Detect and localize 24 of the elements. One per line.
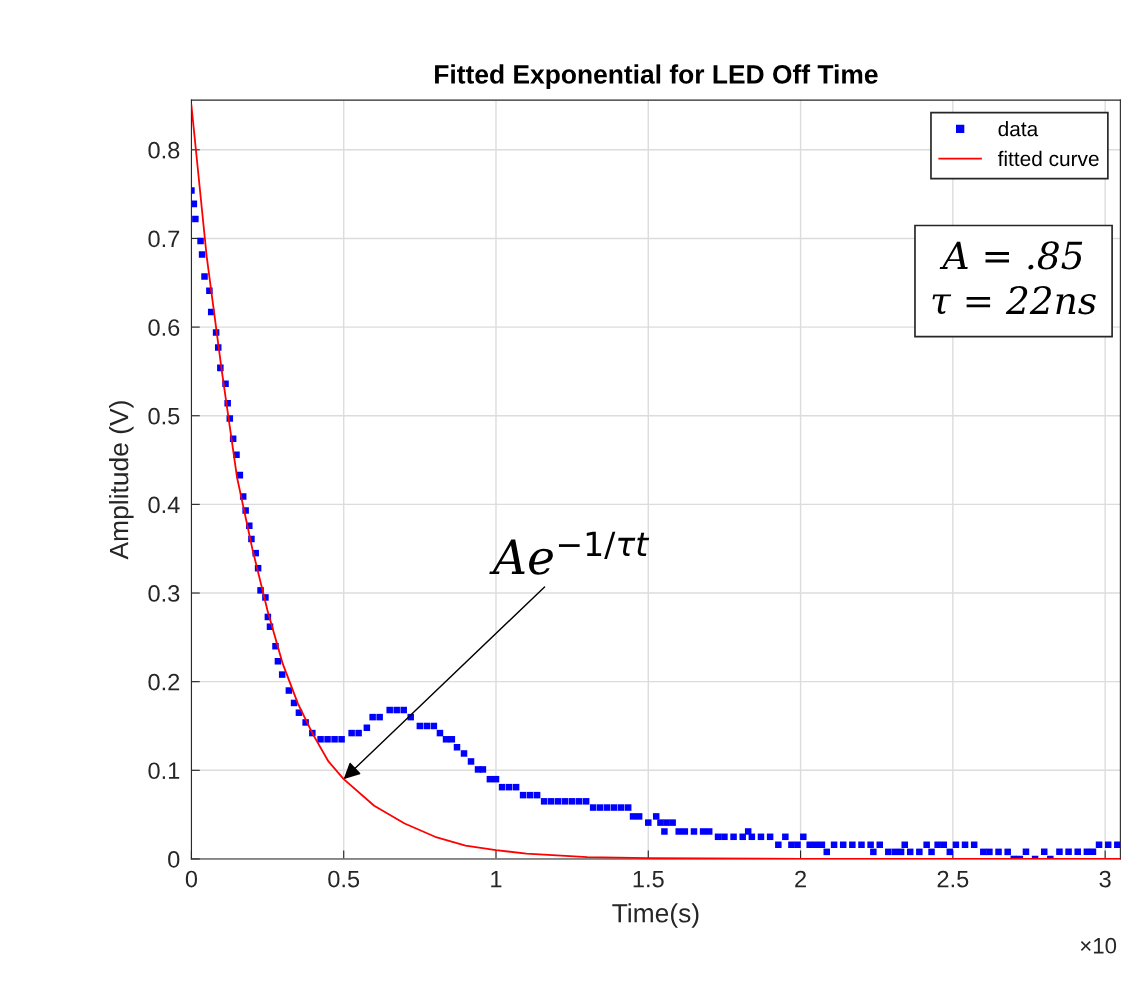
x-tick-label: 1.5 — [633, 870, 664, 888]
y-tick-label: 0.6 — [148, 319, 180, 336]
y-tick-label: 0.5 — [148, 407, 180, 425]
x-tick-label: 2.5 — [937, 870, 969, 888]
x-tick-label: 2 — [795, 870, 806, 888]
y-tick-label: 0.4 — [148, 496, 180, 514]
chart-title: Fitted Exponential for LED Off Time — [435, 64, 878, 89]
x-axis-title: Time(s) — [612, 903, 699, 928]
y-tick-label: 0.1 — [148, 762, 180, 780]
y-axis-title: Amplitude (V) — [109, 401, 134, 560]
x-tick-label: 0 — [185, 870, 198, 888]
y-tick-label: 0.7 — [148, 230, 180, 248]
y-tick-label: 0.8 — [148, 141, 180, 159]
y-tick-label: 0.2 — [148, 673, 180, 691]
text: ×10 — [1080, 937, 1117, 954]
y-tick-label: 0 — [168, 851, 180, 868]
annotation: Ae$^{−1/τt}$ — [489, 531, 650, 575]
x-tick-label: 3 — [1099, 870, 1111, 888]
legend-label: data — [998, 121, 1039, 137]
annotation: A = .85 τ = 22ns — [932, 241, 1096, 315]
y-tick-label: 0.3 — [148, 585, 180, 602]
x-tick-label: 0.5 — [328, 870, 360, 888]
x-tick-label: 1 — [491, 870, 502, 888]
legend-label: fitted curve — [997, 150, 1099, 167]
